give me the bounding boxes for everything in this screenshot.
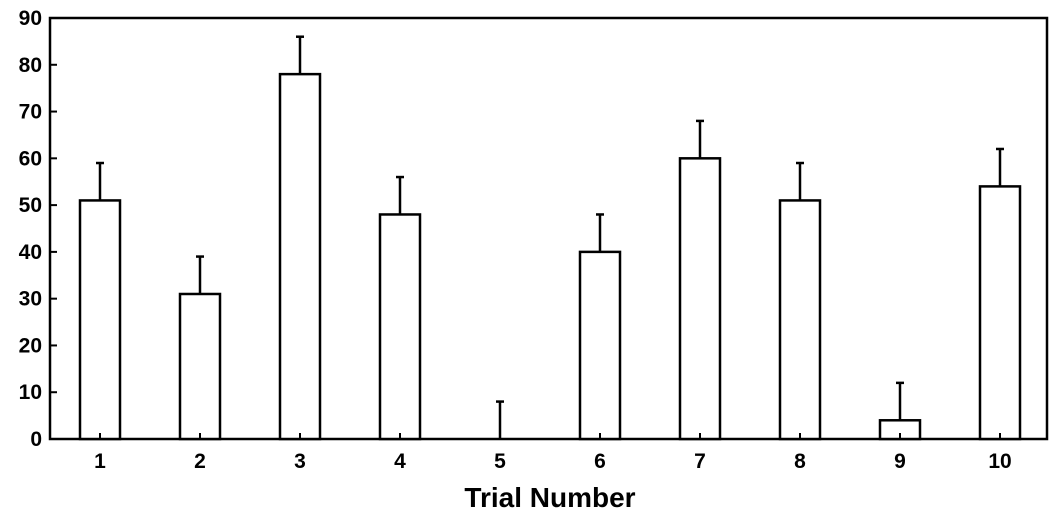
x-axis-title: Trial Number <box>464 482 635 513</box>
y-tick-label: 60 <box>19 147 42 170</box>
x-tick-label: 2 <box>194 450 206 473</box>
bar-trial-7 <box>680 158 720 439</box>
y-tick-label: 70 <box>19 101 42 124</box>
y-tick-label: 30 <box>19 288 42 311</box>
bar-trial-2 <box>180 294 220 439</box>
x-tick-label: 9 <box>894 450 906 473</box>
bar-trial-4 <box>380 214 420 439</box>
y-tick-label: 10 <box>19 381 42 404</box>
y-tick-label: 90 <box>19 7 42 30</box>
x-tick-label: 8 <box>794 450 806 473</box>
bar-trial-3 <box>280 74 320 439</box>
x-tick-label: 3 <box>294 450 306 473</box>
x-tick-label: 5 <box>494 450 506 473</box>
y-tick-label: 50 <box>19 194 42 217</box>
x-tick-label: 1 <box>94 450 106 473</box>
y-tick-label: 80 <box>19 54 42 77</box>
y-tick-label: 20 <box>19 334 42 357</box>
bars-group <box>80 37 1020 439</box>
x-tick-label: 7 <box>694 450 706 473</box>
y-tick-label: 40 <box>19 241 42 264</box>
bar-trial-10 <box>980 186 1020 439</box>
bar-trial-1 <box>80 200 120 439</box>
x-tick-label: 10 <box>988 450 1011 473</box>
x-tick-label: 6 <box>594 450 606 473</box>
bar-trial-6 <box>580 252 620 439</box>
y-tick-label: 0 <box>30 428 42 451</box>
x-tick-label: 4 <box>394 450 406 473</box>
bar-trial-8 <box>780 200 820 439</box>
